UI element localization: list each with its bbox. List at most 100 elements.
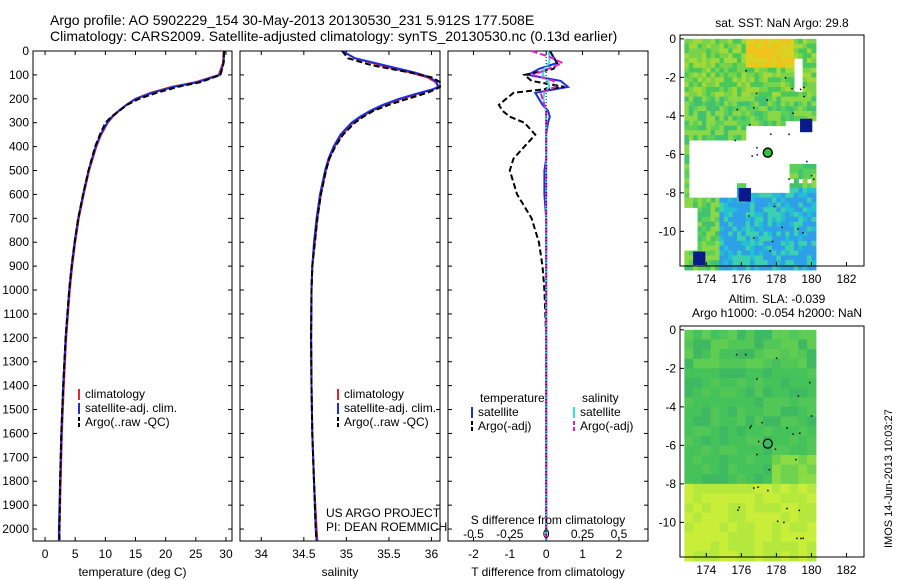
map-cell bbox=[772, 541, 782, 552]
map-cell bbox=[701, 406, 712, 418]
map-cell bbox=[807, 62, 813, 69]
map-cell bbox=[780, 62, 786, 69]
map-cell bbox=[807, 212, 813, 218]
map-cell bbox=[741, 115, 747, 122]
x-axis-label-differences: T difference from climatology bbox=[471, 565, 625, 579]
map-cell bbox=[719, 86, 725, 93]
map-cell bbox=[754, 62, 760, 69]
map-cell bbox=[736, 130, 742, 136]
map-cell bbox=[697, 72, 703, 78]
map-cell bbox=[763, 115, 769, 122]
map-cell bbox=[732, 125, 738, 131]
map-cell bbox=[710, 260, 716, 266]
map-cell bbox=[732, 197, 738, 204]
map-cell bbox=[750, 62, 756, 69]
map-cell bbox=[745, 435, 756, 446]
map-cell bbox=[758, 111, 764, 117]
map-cell bbox=[798, 192, 804, 199]
map-cell bbox=[697, 101, 703, 107]
map-cell bbox=[741, 53, 747, 59]
map-cell bbox=[736, 445, 747, 456]
map-cell bbox=[763, 368, 773, 379]
map-cell bbox=[758, 207, 764, 213]
x-tick-label-differences: -2 bbox=[468, 547, 479, 561]
map-cell bbox=[688, 38, 694, 45]
map-cell bbox=[763, 493, 773, 504]
map-cell bbox=[684, 255, 690, 261]
map-cell bbox=[798, 96, 804, 103]
map-cell bbox=[741, 38, 747, 45]
map-cell bbox=[728, 240, 734, 247]
map-cell bbox=[745, 493, 756, 504]
map-cell bbox=[710, 329, 721, 341]
y-tick-label: 200 bbox=[9, 92, 29, 106]
map-cell bbox=[802, 207, 808, 213]
map-cell bbox=[745, 67, 751, 74]
map-cell bbox=[701, 212, 707, 218]
map-cell bbox=[715, 135, 721, 141]
map-cell bbox=[710, 551, 721, 562]
map-cell bbox=[688, 67, 694, 74]
map-cell bbox=[780, 216, 786, 223]
map-cell bbox=[701, 522, 712, 533]
map-cell bbox=[754, 38, 760, 45]
map-cell bbox=[772, 120, 777, 127]
map-cell bbox=[723, 38, 729, 45]
map-cell bbox=[789, 368, 799, 379]
map-cell bbox=[780, 53, 786, 59]
map-cell bbox=[780, 368, 791, 379]
map-cell bbox=[732, 91, 738, 98]
map-cell bbox=[750, 72, 756, 78]
map-cell bbox=[763, 58, 769, 64]
map-island-dot bbox=[752, 107, 755, 109]
map-cell bbox=[728, 216, 734, 223]
map-cell bbox=[688, 96, 694, 103]
map-cell bbox=[745, 464, 756, 475]
map-cell bbox=[789, 406, 799, 418]
map-cell bbox=[793, 53, 799, 59]
map-cell bbox=[728, 130, 734, 136]
map-cell bbox=[772, 207, 777, 213]
map-island-dot bbox=[781, 226, 783, 229]
map-cell bbox=[750, 101, 756, 107]
map-cell bbox=[772, 531, 782, 543]
map-cell bbox=[785, 77, 791, 83]
map-cell bbox=[763, 226, 769, 232]
map-cell bbox=[719, 77, 725, 83]
map-cell bbox=[688, 250, 694, 257]
map-cell bbox=[736, 260, 742, 266]
map-cell bbox=[763, 435, 773, 446]
map-cell bbox=[684, 67, 690, 74]
map-cell bbox=[719, 101, 725, 107]
map-cell bbox=[780, 82, 786, 88]
map-cell bbox=[693, 368, 703, 379]
map-cell bbox=[688, 202, 694, 208]
map-cell bbox=[736, 48, 742, 54]
map-cell bbox=[754, 96, 760, 103]
map-cell bbox=[772, 58, 777, 64]
y-tick-label: 1900 bbox=[2, 498, 29, 512]
map-cell bbox=[684, 149, 690, 155]
map-cell bbox=[789, 416, 799, 427]
map-cell bbox=[728, 464, 738, 475]
map-cell bbox=[754, 483, 764, 495]
map-cell bbox=[767, 58, 773, 64]
map-cell bbox=[750, 86, 756, 93]
map-cell bbox=[789, 168, 795, 175]
map-island-dot bbox=[810, 415, 813, 417]
map-cell bbox=[776, 231, 782, 237]
argo-position-marker bbox=[762, 438, 773, 449]
map-cell bbox=[745, 339, 756, 350]
map-cell bbox=[754, 221, 760, 228]
map-cell bbox=[701, 67, 707, 74]
map-cell bbox=[688, 82, 694, 88]
map-cell bbox=[767, 197, 773, 204]
map-cell bbox=[693, 53, 699, 59]
map-cell bbox=[736, 541, 747, 552]
map-cell bbox=[811, 163, 817, 170]
map-cell bbox=[758, 38, 764, 45]
map-cell bbox=[728, 212, 734, 218]
map-cell bbox=[723, 101, 729, 107]
map-cell bbox=[798, 197, 804, 204]
map-cell bbox=[745, 120, 751, 127]
